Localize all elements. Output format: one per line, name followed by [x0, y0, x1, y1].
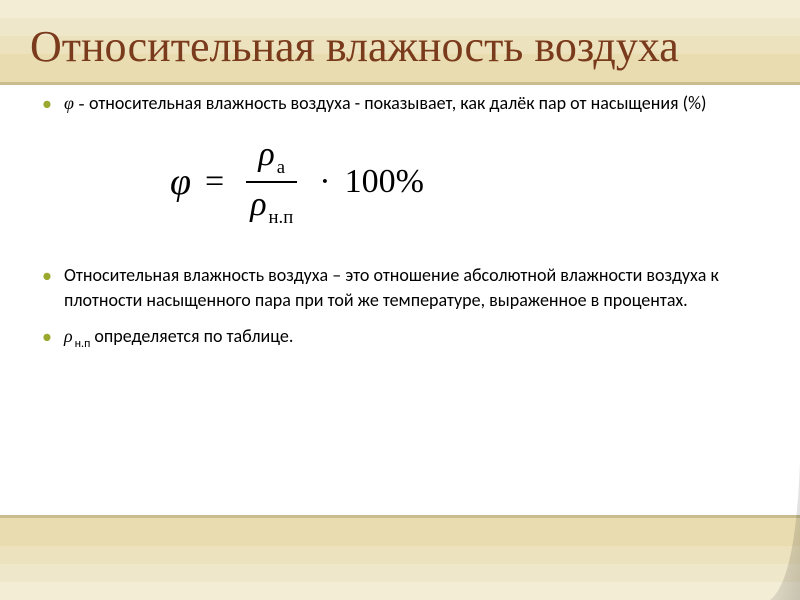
fraction: ρа ρн.п — [238, 133, 305, 231]
multiply-dot: · — [315, 163, 334, 201]
humidity-formula: φ = ρа ρн.п · 100% — [170, 133, 424, 231]
hundred-percent: 100% — [345, 163, 424, 201]
numerator: ρа — [246, 133, 297, 183]
phi-definition-text: относительная влажность воздуха - показы… — [89, 92, 706, 114]
rho-a-sub: а — [275, 157, 285, 178]
rho-symbol: ρ — [64, 326, 73, 346]
rho-a-symbol: ρ — [258, 136, 274, 173]
bullet-list: φ - относительная влажность воздуха - по… — [30, 91, 770, 115]
definition-text: Относительная влажность воздуха – это от… — [64, 264, 719, 310]
formula-lhs: φ — [170, 160, 191, 204]
rho-np-sub: н.п — [267, 207, 294, 228]
bullet-phi-definition: φ - относительная влажность воздуха - по… — [38, 91, 770, 115]
bullet-list-2: Относительная влажность воздуха – это от… — [30, 263, 770, 351]
rho-np-symbol: ρ — [250, 186, 266, 223]
slide: Относительная влажность воздуха φ - отно… — [0, 0, 800, 600]
rho-np-sub-text: н.п — [73, 337, 91, 351]
phi-symbol: φ - — [64, 93, 89, 113]
bottom-stripes — [0, 510, 800, 600]
denominator: ρн.п — [238, 183, 305, 231]
bullet-definition: Относительная влажность воздуха – это от… — [38, 263, 770, 312]
bullet-rho-table: ρн.п определяется по таблице. — [38, 324, 770, 352]
formula-block: φ = ρа ρн.п · 100% — [30, 133, 770, 231]
equals-sign: = — [201, 163, 228, 201]
content: Относительная влажность воздуха φ - отно… — [30, 22, 770, 352]
slide-title: Относительная влажность воздуха — [30, 22, 770, 73]
rho-table-text: определяется по таблице. — [90, 325, 293, 347]
